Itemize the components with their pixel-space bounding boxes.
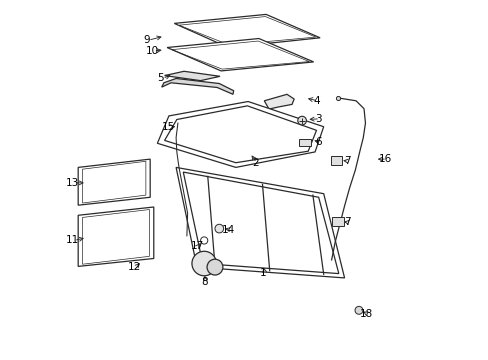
Text: 13: 13 bbox=[66, 178, 79, 188]
Polygon shape bbox=[78, 159, 150, 205]
Polygon shape bbox=[264, 94, 294, 109]
Polygon shape bbox=[164, 106, 316, 163]
Circle shape bbox=[215, 224, 223, 233]
Text: 6: 6 bbox=[315, 137, 321, 147]
Text: 16: 16 bbox=[378, 154, 391, 164]
Polygon shape bbox=[176, 167, 344, 278]
Text: 2: 2 bbox=[251, 158, 258, 168]
Polygon shape bbox=[183, 172, 338, 274]
Text: 12: 12 bbox=[128, 262, 141, 272]
Text: 9: 9 bbox=[143, 35, 150, 45]
Text: 5: 5 bbox=[157, 73, 164, 84]
Circle shape bbox=[206, 259, 223, 275]
Text: 8: 8 bbox=[201, 276, 207, 287]
Polygon shape bbox=[162, 78, 233, 94]
Text: 15: 15 bbox=[161, 122, 174, 132]
Polygon shape bbox=[78, 207, 153, 266]
FancyBboxPatch shape bbox=[330, 156, 342, 165]
Text: 18: 18 bbox=[359, 309, 372, 319]
Text: 3: 3 bbox=[315, 114, 321, 124]
FancyBboxPatch shape bbox=[332, 217, 343, 226]
Text: 4: 4 bbox=[312, 96, 319, 106]
Polygon shape bbox=[157, 102, 323, 167]
Text: 7: 7 bbox=[344, 156, 350, 166]
FancyBboxPatch shape bbox=[298, 139, 311, 146]
Text: 10: 10 bbox=[145, 46, 158, 56]
Text: 14: 14 bbox=[222, 225, 235, 235]
Polygon shape bbox=[167, 39, 313, 71]
Circle shape bbox=[297, 116, 306, 125]
Circle shape bbox=[192, 251, 216, 276]
Text: 7: 7 bbox=[344, 217, 350, 228]
Polygon shape bbox=[174, 14, 320, 48]
Circle shape bbox=[354, 306, 362, 314]
Text: 1: 1 bbox=[260, 268, 266, 278]
Circle shape bbox=[200, 237, 207, 244]
Text: 11: 11 bbox=[66, 235, 79, 246]
Polygon shape bbox=[164, 71, 220, 81]
Text: 17: 17 bbox=[190, 240, 203, 251]
